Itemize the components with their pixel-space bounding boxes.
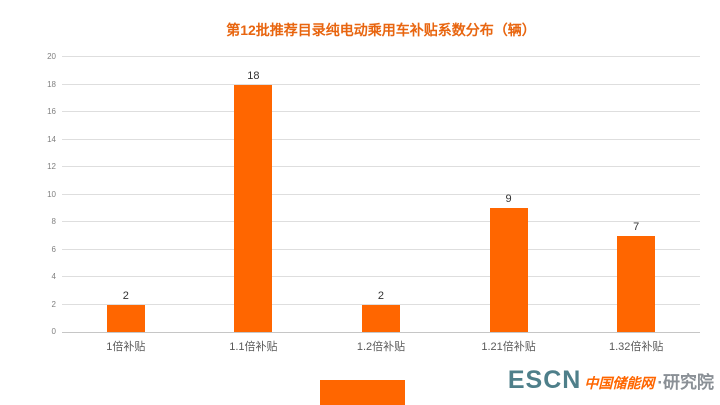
plot-area: 2 18 2 9 7 0 2 4 6 8 10 12 14 16 18 20 <box>47 53 700 336</box>
gridline <box>62 193 700 195</box>
bar <box>489 208 528 332</box>
y-axis-tick-label: 6 <box>51 244 56 254</box>
y-axis-tick-label: 2 <box>51 299 56 309</box>
gridline <box>62 248 700 250</box>
bar <box>617 235 656 332</box>
escn-cn-logo-text: 中国储能网 <box>584 375 655 391</box>
y-axis-tick-label: 18 <box>47 79 56 89</box>
gridline <box>62 303 700 305</box>
escn-suffix-text: ·研究院 <box>657 373 714 392</box>
y-axis-tick-label: 12 <box>47 162 56 171</box>
gridline <box>62 276 700 277</box>
gridline <box>62 83 700 85</box>
bar-slot: 9 <box>445 57 573 332</box>
bar <box>234 84 273 332</box>
bar-slot: 2 <box>62 57 190 332</box>
gridline <box>62 221 700 222</box>
escn-logo-text: ESCN <box>507 366 582 394</box>
bar-series: 2 18 2 9 7 <box>62 57 700 332</box>
bar-slot: 18 <box>190 57 318 332</box>
x-axis-category-label: 1.2倍补贴 <box>356 341 406 353</box>
bar <box>361 304 400 332</box>
x-axis-category-label: 1倍补贴 <box>106 341 146 353</box>
y-axis-tick-label: 8 <box>51 217 56 226</box>
y-axis-tick-label: 20 <box>47 52 56 61</box>
y-axis-tick-label: 0 <box>51 327 56 336</box>
y-axis-tick-label: 4 <box>51 272 56 281</box>
x-axis-category-label: 1.1倍补贴 <box>229 341 278 353</box>
bar-value-label: 2 <box>377 289 385 302</box>
chart-title: 第12批推荐目录纯电动乘用车补贴系数分布（辆） <box>226 22 536 38</box>
bar-value-label: 9 <box>505 193 512 206</box>
y-axis-tick-label: 16 <box>47 107 56 116</box>
y-axis-tick-label: 10 <box>47 189 56 199</box>
bar <box>106 304 145 332</box>
gridline <box>62 138 700 140</box>
bar-value-label: 2 <box>122 289 129 302</box>
x-axis-labels: 1倍补贴 1.1倍补贴 1.2倍补贴 1.21倍补贴 1.32倍补贴 <box>62 338 700 354</box>
x-axis-category-label: 1.32倍补贴 <box>608 341 664 353</box>
bar-value-label: 7 <box>633 220 640 233</box>
gridline <box>62 166 700 167</box>
bar-value-label: 18 <box>247 69 260 82</box>
bar-slot: 7 <box>572 57 700 332</box>
escn-watermark: ESCN 中国储能网 ·研究院 <box>508 366 714 395</box>
y-axis-tick-label: 14 <box>47 134 56 144</box>
bar-slot: 2 <box>317 57 445 332</box>
gridline <box>62 111 700 112</box>
cropped-bar-next-chart <box>320 380 405 405</box>
x-axis-category-label: 1.21倍补贴 <box>481 341 536 353</box>
gridline <box>62 56 700 57</box>
